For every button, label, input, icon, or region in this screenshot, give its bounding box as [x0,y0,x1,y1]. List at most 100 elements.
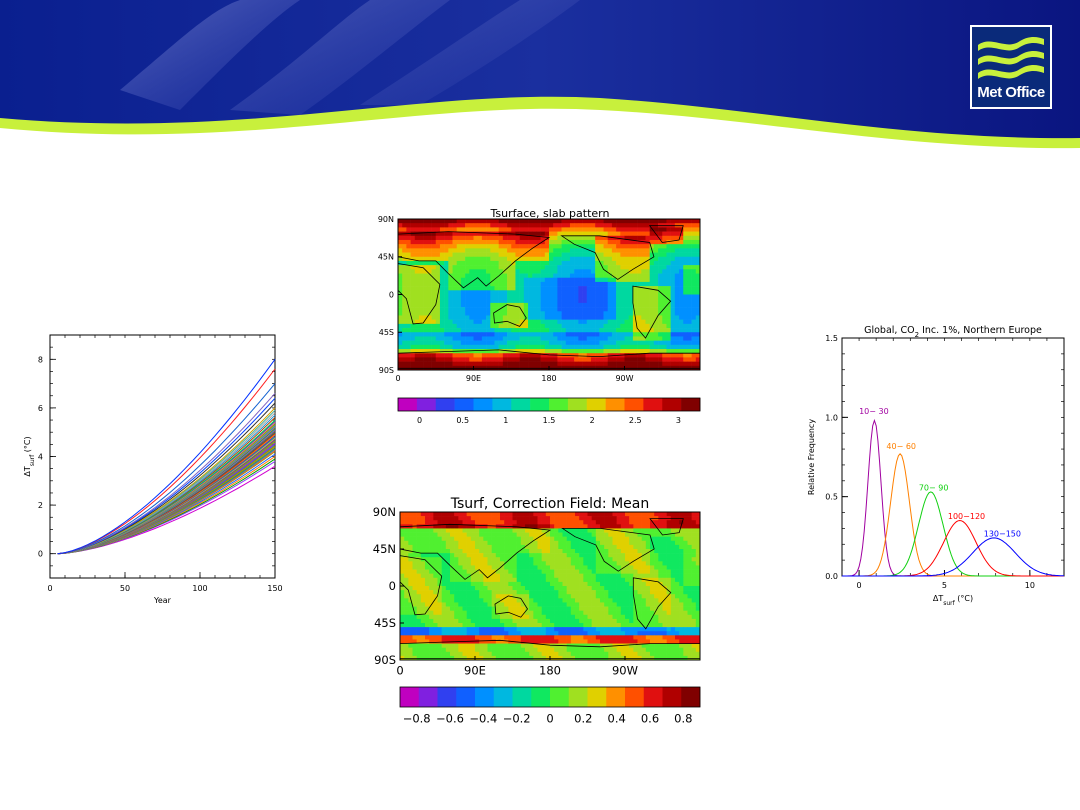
map-cell [465,298,470,304]
map-cell [570,561,576,566]
map-cell [529,577,534,583]
map-cell [600,573,605,579]
map-cell [490,353,495,358]
map-cell [520,598,526,603]
map-cell [624,319,629,325]
map-cell [408,544,413,550]
map-cell [695,544,701,550]
map-cell [662,614,667,620]
map-cell [445,635,451,640]
map-cell [456,311,462,316]
map-cell [466,528,472,533]
map-cell [416,635,422,640]
map-cell [425,590,430,595]
map-cell [469,344,474,350]
map-cell [691,577,697,583]
map-cell [591,569,597,574]
map-cell [439,336,445,341]
map-cell [574,252,579,258]
map-cell [562,586,567,591]
map-cell [460,265,466,270]
map-cell [591,577,597,583]
map-cell [483,557,488,562]
map-cell [465,340,470,346]
map-cell [604,590,609,595]
map-cell [637,573,642,579]
map-cell [579,540,584,546]
map-cell [448,231,453,237]
map-cell [629,532,634,537]
map-cell [625,553,630,558]
map-cell [416,627,422,632]
map-cell [670,323,676,329]
map-cell [519,307,525,312]
map-cell [575,606,580,611]
map-cell [582,340,588,346]
map-cell [562,520,567,525]
map-cell [544,290,550,295]
map-cell [532,273,537,279]
map-cell [423,223,428,228]
map-cell [404,610,409,616]
map-cell [654,544,659,550]
map-cell [533,540,538,546]
map-cell [624,311,629,316]
map-cell [632,227,638,232]
map-cell [662,323,667,329]
map-cell [458,618,463,624]
map-cell [620,323,625,329]
map-cell [533,631,538,636]
map-cell [406,239,411,245]
map-cell [533,610,538,616]
map-cell [508,635,513,640]
map-cell [498,273,504,279]
map-cell [486,298,491,304]
map-cell [620,361,625,367]
map-cell [500,590,505,595]
map-cell [654,623,659,628]
map-cell [641,273,646,279]
map-cell [558,512,563,517]
map-cell [508,577,513,583]
map-cell [586,332,592,337]
map-cell [483,635,488,640]
map-cell [400,565,405,570]
map-cell [462,516,467,521]
map-cell [558,606,563,611]
map-cell [433,594,438,599]
map-cell [412,577,417,583]
map-cell [536,286,541,291]
map-cell [624,315,629,320]
map-cell [402,239,407,245]
map-cell [469,231,474,237]
map-cell [590,311,596,316]
map-cell [549,294,554,299]
map-cell [637,239,642,245]
map-cell [523,281,529,287]
map-cell [532,336,537,341]
map-cell [561,307,567,312]
map-cell [456,248,462,253]
map-cell [435,223,441,228]
map-cell [433,581,438,587]
map-cell [511,319,516,325]
map-cell [599,315,604,320]
map-cell [683,302,688,308]
map-cell [533,565,538,570]
map-cell [591,573,597,579]
map-cell [625,536,630,542]
map-cell [587,594,592,599]
map-cell [599,227,604,232]
map-cell [508,573,513,579]
map-cell [683,361,688,367]
map-cell [441,573,447,579]
map-cell [445,581,451,587]
map-cell [545,520,551,525]
map-cell [687,357,692,362]
map-cell [519,248,525,253]
map-cell [507,294,512,299]
map-cell [465,235,470,241]
map-cell [637,614,642,620]
map-cell [683,573,688,579]
map-cell [691,594,697,599]
